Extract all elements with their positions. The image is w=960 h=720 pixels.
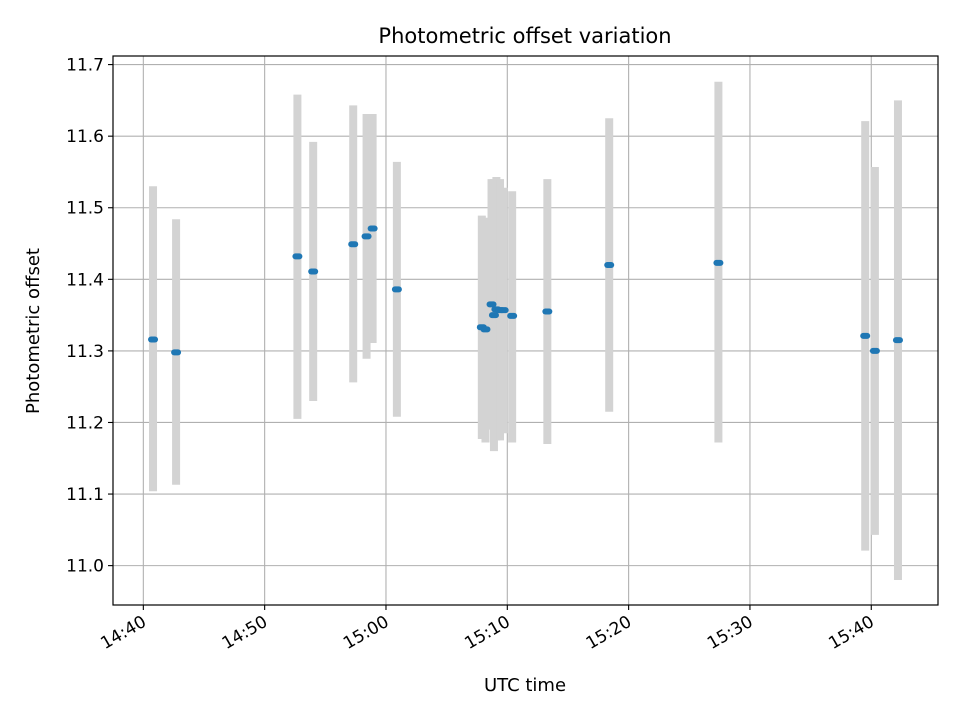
data-point bbox=[498, 307, 509, 314]
chart-title: Photometric offset variation bbox=[378, 24, 671, 48]
data-point bbox=[869, 347, 880, 354]
data-points bbox=[148, 225, 903, 356]
x-tick-label: 15:20 bbox=[583, 612, 635, 654]
y-tick-label: 11.0 bbox=[66, 557, 104, 577]
data-point bbox=[348, 241, 359, 248]
x-tick-label: 15:30 bbox=[704, 612, 756, 654]
data-point bbox=[308, 268, 319, 275]
data-point bbox=[860, 332, 871, 339]
data-point bbox=[148, 336, 159, 343]
x-tick-label: 15:10 bbox=[461, 612, 513, 654]
y-tick-label: 11.6 bbox=[66, 127, 104, 147]
data-point bbox=[361, 233, 372, 240]
data-point bbox=[542, 308, 553, 315]
grid-lines bbox=[113, 56, 938, 605]
x-axis-ticks: 14:40 14:50 15:00 15:10 15:20 15:30 15:40 bbox=[97, 605, 878, 654]
data-point bbox=[480, 326, 491, 333]
x-axis-label: UTC time bbox=[484, 675, 566, 696]
data-point bbox=[488, 312, 499, 319]
data-point bbox=[171, 349, 182, 356]
data-point bbox=[507, 312, 518, 319]
data-point bbox=[367, 225, 378, 232]
y-tick-label: 11.5 bbox=[66, 199, 104, 219]
y-axis-label: Photometric offset bbox=[23, 248, 44, 414]
x-tick-label: 15:00 bbox=[340, 612, 392, 654]
y-tick-label: 11.2 bbox=[66, 413, 104, 433]
y-tick-label: 11.1 bbox=[66, 485, 104, 505]
y-axis-ticks: 11.0 11.1 11.2 11.3 11.4 11.5 11.6 11.7 bbox=[66, 56, 113, 577]
data-point bbox=[604, 262, 615, 269]
data-point bbox=[292, 253, 303, 260]
y-tick-label: 11.4 bbox=[66, 270, 104, 290]
y-tick-label: 11.3 bbox=[66, 342, 104, 362]
data-point bbox=[713, 259, 724, 266]
plot-frame bbox=[112, 55, 939, 606]
x-tick-label: 15:40 bbox=[825, 612, 877, 654]
y-tick-label: 11.7 bbox=[66, 56, 104, 76]
x-tick-label: 14:50 bbox=[219, 612, 271, 654]
data-point bbox=[391, 286, 402, 293]
data-point bbox=[892, 337, 903, 344]
data-point bbox=[486, 301, 497, 308]
x-tick-label: 14:40 bbox=[97, 612, 149, 654]
